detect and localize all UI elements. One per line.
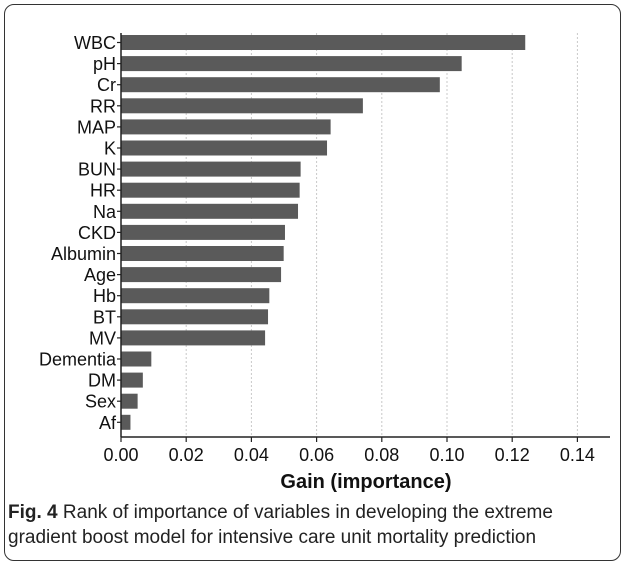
y-tick-label: Dementia bbox=[39, 350, 117, 370]
x-axis-label: Gain (importance) bbox=[280, 471, 451, 493]
bar bbox=[121, 98, 363, 114]
y-tick-label: WBC bbox=[74, 33, 116, 53]
figure-frame bbox=[4, 4, 621, 561]
y-tick-label: Cr bbox=[97, 75, 116, 95]
bar bbox=[121, 224, 285, 240]
x-tick-label: 0.02 bbox=[169, 445, 204, 465]
y-tick-label: Age bbox=[84, 265, 116, 285]
y-tick-label: HR bbox=[90, 181, 116, 201]
x-tick-label: 0.06 bbox=[299, 445, 334, 465]
y-tick-label: BUN bbox=[78, 160, 116, 180]
bar-chart: WBCpHCrRRMAPKBUNHRNaCKDAlbuminAgeHbBTMVD… bbox=[39, 33, 610, 493]
x-tick-label: 0.00 bbox=[103, 445, 138, 465]
bar bbox=[121, 288, 270, 304]
caption-text: Rank of importance of variables in devel… bbox=[8, 502, 553, 548]
y-tick-labels: WBCpHCrRRMAPKBUNHRNaCKDAlbuminAgeHbBTMVD… bbox=[39, 33, 121, 433]
bar bbox=[121, 161, 301, 177]
y-tick-label: pH bbox=[93, 54, 116, 74]
bar bbox=[121, 393, 138, 409]
bar bbox=[121, 372, 143, 388]
y-tick-label: CKD bbox=[78, 223, 116, 243]
caption-label: Fig. 4 bbox=[8, 502, 58, 523]
y-tick-label: K bbox=[104, 139, 116, 159]
x-tick-label: 0.14 bbox=[560, 445, 595, 465]
bars bbox=[121, 35, 526, 430]
bar bbox=[121, 203, 299, 219]
y-tick-label: MV bbox=[89, 328, 116, 348]
bar bbox=[121, 246, 284, 261]
bar bbox=[121, 267, 282, 283]
x-tick-label: 0.04 bbox=[234, 445, 269, 465]
bar bbox=[121, 35, 526, 50]
figure-caption: Fig. 4 Rank of importance of variables i… bbox=[8, 500, 608, 550]
y-tick-label: Hb bbox=[93, 286, 116, 306]
y-tick-label: Albumin bbox=[51, 244, 116, 264]
x-axis: 0.00 0.02 0.04 0.06 0.08 0.10 0.12 0.14 bbox=[103, 33, 610, 465]
x-tick-label: 0.12 bbox=[495, 445, 530, 465]
y-tick-label: Na bbox=[93, 202, 117, 222]
bar bbox=[121, 140, 328, 156]
x-tick-label: 0.10 bbox=[429, 445, 464, 465]
bar bbox=[121, 119, 331, 135]
bar bbox=[121, 351, 152, 367]
bar bbox=[121, 77, 440, 93]
bar bbox=[121, 330, 266, 346]
y-tick-label: RR bbox=[90, 96, 116, 116]
bar bbox=[121, 56, 462, 72]
y-tick-label: Sex bbox=[85, 392, 116, 412]
y-tick-label: MAP bbox=[77, 117, 116, 137]
x-tick-label: 0.08 bbox=[364, 445, 399, 465]
bar bbox=[121, 414, 131, 430]
y-tick-label: DM bbox=[88, 371, 116, 391]
y-tick-label: BT bbox=[93, 307, 116, 327]
y-tick-label: Af bbox=[99, 413, 117, 433]
bar bbox=[121, 182, 300, 198]
bar bbox=[121, 309, 269, 325]
